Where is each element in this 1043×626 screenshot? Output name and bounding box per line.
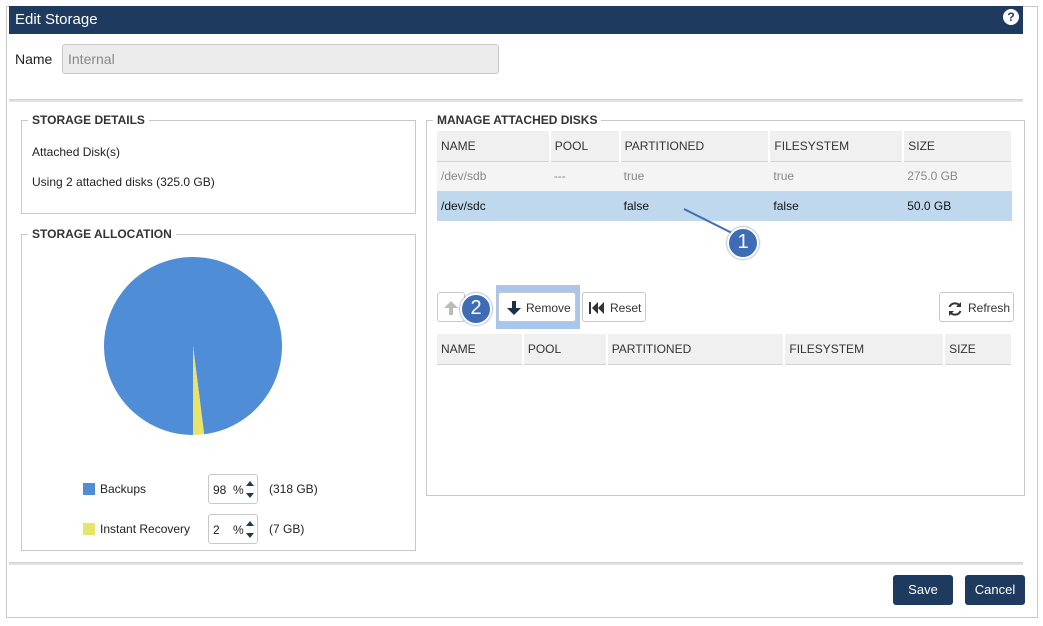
column-header-filesystem[interactable]: FILESYSTEM <box>769 131 905 162</box>
decrement-arrow-icon[interactable] <box>246 533 254 538</box>
column-header-size[interactable]: SIZE <box>903 131 1013 162</box>
allocation-pie-chart <box>103 257 282 435</box>
column-header-size[interactable]: SIZE <box>944 334 1013 365</box>
pending-disks-table: NAME POOL PARTITIONED FILESYSTEM SIZE <box>437 334 1013 365</box>
refresh-icon <box>948 302 962 316</box>
rewind-icon <box>589 302 604 314</box>
refresh-button[interactable]: Refresh <box>939 292 1014 322</box>
backups-color-swatch <box>83 483 95 495</box>
manage-attached-disks-legend: MANAGE ATTACHED DISKS <box>433 113 602 127</box>
instant-recovery-label: Instant Recovery <box>100 522 191 536</box>
cell-partitioned: false <box>619 191 770 221</box>
storage-details-panel: STORAGE DETAILS Attached Disk(s) Using 2… <box>21 113 416 214</box>
name-label: Name <box>15 51 53 67</box>
cell-name: /dev/sdb <box>437 161 550 191</box>
cell-name: /dev/sdc <box>437 191 550 221</box>
backups-label: Backups <box>100 482 147 496</box>
remove-button-label: Remove <box>526 301 571 315</box>
increment-arrow-icon[interactable] <box>246 521 254 526</box>
column-header-pool[interactable]: POOL <box>522 334 608 365</box>
storage-details-legend: STORAGE DETAILS <box>28 113 149 127</box>
reset-button[interactable]: Reset <box>582 292 646 322</box>
callout-1-badge: 1 <box>727 227 759 259</box>
storage-allocation-panel: STORAGE ALLOCATION Backups 98 % (318 GB)… <box>21 227 416 551</box>
decrement-arrow-icon[interactable] <box>246 493 254 498</box>
pie-slice-backups <box>103 257 282 435</box>
dialog-titlebar: Edit Storage ? <box>9 6 1023 34</box>
cell-size: 275.0 GB <box>903 161 1012 191</box>
backups-percent-stepper[interactable]: 98 % <box>208 474 258 504</box>
pie-slice-instant-recovery <box>193 346 205 435</box>
attached-disks-label: Attached Disk(s) <box>32 145 121 159</box>
instant-recovery-size: (7 GB) <box>269 522 305 536</box>
manage-attached-disks-panel: MANAGE ATTACHED DISKS <box>426 113 1025 496</box>
backups-percent-unit: % <box>233 483 244 497</box>
top-divider <box>9 99 1023 102</box>
column-header-partitioned[interactable]: PARTITIONED <box>619 131 771 162</box>
arrow-down-icon <box>507 301 521 315</box>
cell-pool: --- <box>549 161 620 191</box>
cell-filesystem: true <box>769 161 904 191</box>
attached-disks-summary: Using 2 attached disks (325.0 GB) <box>32 175 215 189</box>
arrow-up-icon <box>444 301 458 315</box>
cell-filesystem: false <box>769 191 904 221</box>
column-header-partitioned[interactable]: PARTITIONED <box>606 334 786 365</box>
bottom-divider <box>9 562 1023 565</box>
backups-percent-value: 98 <box>213 483 227 497</box>
reset-button-label: Reset <box>610 301 642 315</box>
increment-arrow-icon[interactable] <box>246 481 254 486</box>
table-row[interactable]: /dev/sdb --- true true 275.0 GB <box>437 161 1012 191</box>
column-header-name[interactable]: NAME <box>437 131 551 162</box>
refresh-button-label: Refresh <box>968 301 1011 315</box>
instant-recovery-percent-stepper[interactable]: 2 % <box>208 514 258 544</box>
cell-size: 50.0 GB <box>903 191 1012 221</box>
column-header-name[interactable]: NAME <box>437 334 524 365</box>
cell-pool <box>549 191 620 221</box>
column-header-pool[interactable]: POOL <box>549 131 621 162</box>
instant-recovery-percent-value: 2 <box>213 523 220 537</box>
backups-size: (318 GB) <box>269 482 318 496</box>
cell-partitioned: true <box>619 161 770 191</box>
remove-button[interactable]: Remove <box>498 292 576 322</box>
cancel-button[interactable]: Cancel <box>965 575 1025 605</box>
callout-leader-line <box>683 208 733 234</box>
help-icon[interactable]: ? <box>1003 9 1019 25</box>
save-button[interactable]: Save <box>893 575 953 605</box>
column-header-filesystem[interactable]: FILESYSTEM <box>784 334 946 365</box>
name-input[interactable]: Internal <box>62 44 499 74</box>
instant-recovery-color-swatch <box>83 523 95 535</box>
attached-disks-table: NAME POOL PARTITIONED FILESYSTEM SIZE /d… <box>437 131 1013 221</box>
dialog-title: Edit Storage <box>15 11 98 28</box>
instant-recovery-percent-unit: % <box>233 523 244 537</box>
table-row[interactable]: /dev/sdc false false 50.0 GB <box>437 191 1012 221</box>
storage-allocation-legend: STORAGE ALLOCATION <box>28 227 176 241</box>
callout-2-badge: 2 <box>460 293 492 325</box>
